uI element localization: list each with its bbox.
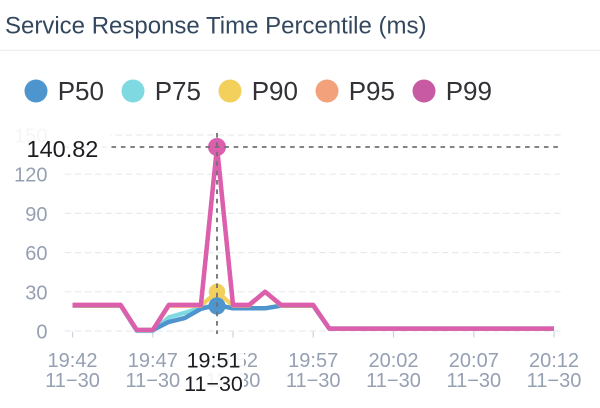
svg-text:11−30: 11−30 [286,370,341,392]
svg-text:90: 90 [25,204,47,226]
svg-text:20:07: 20:07 [449,350,499,372]
svg-text:P90: P90 [252,76,298,106]
svg-text:30: 30 [25,282,47,304]
svg-text:11−30: 11−30 [125,370,180,392]
svg-text:0: 0 [36,322,47,344]
svg-text:19:42: 19:42 [47,350,97,372]
svg-text:Service Response Time Percenti: Service Response Time Percentile (ms) [5,13,426,40]
svg-text:120: 120 [14,165,47,187]
svg-text:P50: P50 [58,76,104,106]
svg-text:19:47: 19:47 [128,350,178,372]
svg-text:20:02: 20:02 [368,350,418,372]
svg-text:20:12: 20:12 [529,350,579,372]
svg-text:11−30: 11−30 [527,370,582,392]
svg-text:11−30: 11−30 [184,372,243,396]
svg-text:140.82: 140.82 [27,136,99,162]
svg-text:19:57: 19:57 [288,350,338,372]
svg-text:60: 60 [25,243,47,265]
svg-text:11−30: 11−30 [45,370,100,392]
svg-text:11−30: 11−30 [366,370,421,392]
svg-text:19:51: 19:51 [187,348,241,372]
svg-text:P99: P99 [446,76,492,106]
svg-text:P75: P75 [155,76,201,106]
svg-text:P95: P95 [349,76,395,106]
svg-text:11−30: 11−30 [446,370,501,392]
